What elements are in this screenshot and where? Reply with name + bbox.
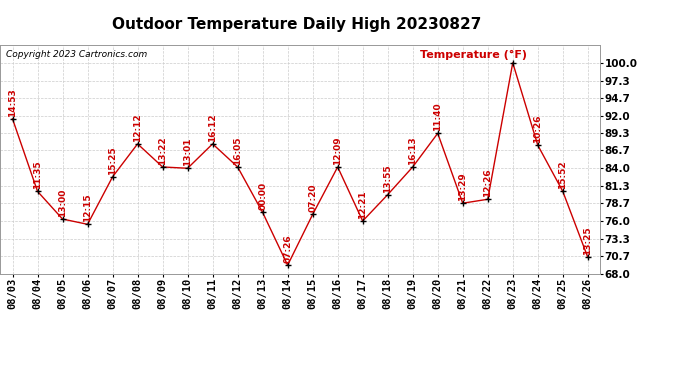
Text: 12:26: 12:26 [483,169,492,197]
Text: 10:26: 10:26 [533,115,542,143]
Text: 13:55: 13:55 [383,164,392,193]
Text: 13:01: 13:01 [183,138,192,166]
Text: Copyright 2023 Cartronics.com: Copyright 2023 Cartronics.com [6,50,147,58]
Text: 14:53: 14:53 [8,88,17,117]
Text: 11:40: 11:40 [433,103,442,131]
Text: Outdoor Temperature Daily High 20230827: Outdoor Temperature Daily High 20230827 [112,17,482,32]
Text: 12:21: 12:21 [358,190,367,219]
Text: 16:13: 16:13 [408,136,417,165]
Text: 16:05: 16:05 [233,136,242,165]
Text: 13:00: 13:00 [58,189,67,217]
Text: 12:09: 12:09 [333,136,342,165]
Text: 12:12: 12:12 [133,113,142,142]
Text: 16:12: 16:12 [208,113,217,142]
Text: 13:22: 13:22 [158,136,167,165]
Text: 13:29: 13:29 [458,172,467,201]
Text: 07:26: 07:26 [283,235,292,263]
Text: 15:25: 15:25 [108,146,117,175]
Text: 00:00: 00:00 [258,182,267,210]
Text: 15:52: 15:52 [558,161,567,189]
Text: Temperature (°F): Temperature (°F) [420,50,527,60]
Text: 11:35: 11:35 [33,161,42,189]
Text: 12:15: 12:15 [83,194,92,222]
Text: 07:20: 07:20 [308,184,317,213]
Text: 13:25: 13:25 [583,226,592,255]
